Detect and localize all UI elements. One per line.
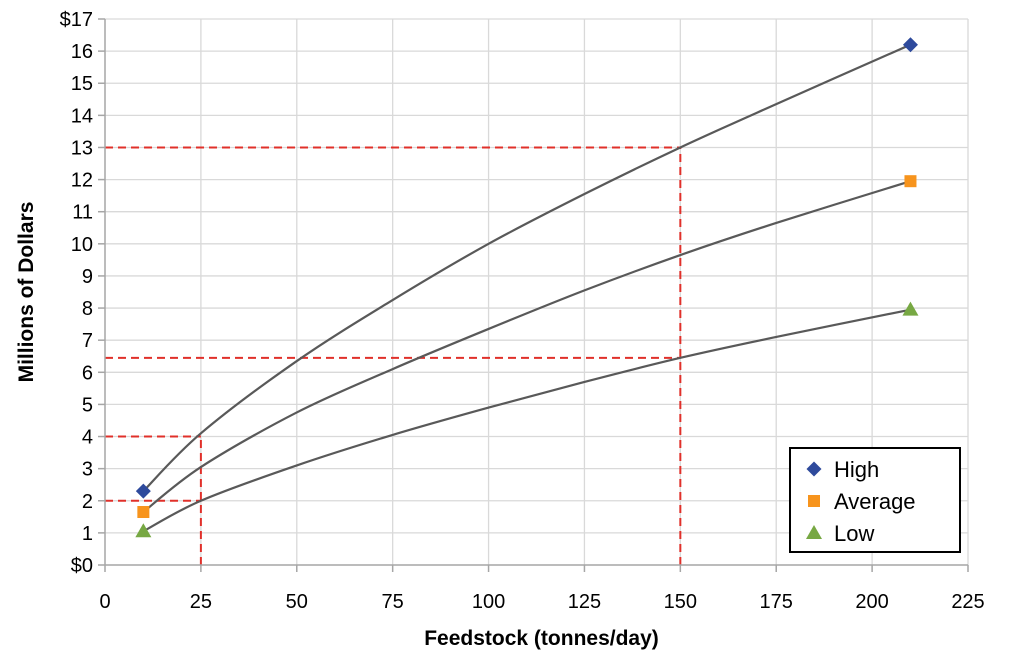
y-tick-label: 5 [82, 394, 93, 416]
y-tick-label: 16 [71, 41, 93, 63]
legend-marker-high [806, 461, 822, 477]
x-tick-label: 75 [382, 591, 404, 613]
reference-lines [105, 146, 682, 565]
data-point-low [902, 301, 919, 316]
data-point-high [135, 483, 151, 499]
data-point-average [904, 175, 917, 188]
data-point-low [135, 523, 152, 538]
x-tick-label: 225 [951, 591, 984, 613]
legend-label-average: Average [834, 489, 916, 514]
curve-low [142, 308, 911, 533]
x-tick-label: 100 [472, 591, 505, 613]
x-axis-title: Feedstock (tonnes/day) [424, 627, 659, 650]
data-point-average [137, 506, 150, 519]
y-tick-label: $0 [71, 555, 93, 577]
legend-marker-shape [806, 461, 822, 477]
y-tick-label: 3 [82, 459, 93, 481]
curve-high [142, 43, 911, 492]
y-tick-label: 6 [82, 362, 93, 384]
curves [142, 43, 911, 533]
y-tick-label: 7 [82, 330, 93, 352]
legend-marker-low [806, 525, 822, 539]
y-tick-label: 10 [71, 234, 93, 256]
legend-item-low: Low [806, 521, 874, 546]
y-tick-label: 8 [82, 298, 93, 320]
y-tick-label: 15 [71, 73, 93, 95]
x-tick-label: 25 [190, 591, 212, 613]
curve-average [142, 180, 911, 513]
y-tick-label: 1 [82, 523, 93, 545]
legend-marker-shape [806, 525, 822, 539]
legend-marker-shape [808, 495, 820, 507]
legend-item-average: Average [808, 489, 916, 514]
legend-label-low: Low [834, 521, 874, 546]
legend-label-high: High [834, 457, 879, 482]
x-tick-label: 125 [568, 591, 601, 613]
y-axis-title: Millions of Dollars [15, 202, 38, 383]
x-tick-label: 175 [760, 591, 793, 613]
y-tick-label: 9 [82, 266, 93, 288]
legend-marker-average [808, 495, 820, 507]
y-tick-label: 2 [82, 491, 93, 513]
y-tick-label: 12 [71, 170, 93, 192]
x-tick-label: 0 [99, 591, 110, 613]
y-tick-label: $17 [60, 9, 93, 31]
y-tick-label: 11 [72, 202, 93, 224]
axes [98, 18, 969, 572]
x-tick-label: 50 [286, 591, 308, 613]
y-tick-label: 13 [71, 137, 93, 159]
y-tick-label: 4 [82, 427, 93, 449]
x-tick-label: 150 [664, 591, 697, 613]
markers [135, 37, 919, 538]
legend: High Average Low [789, 447, 961, 553]
y-tick-label: 14 [71, 105, 93, 127]
x-tick-label: 200 [855, 591, 888, 613]
legend-item-high: High [806, 457, 879, 482]
data-point-high [902, 37, 918, 53]
